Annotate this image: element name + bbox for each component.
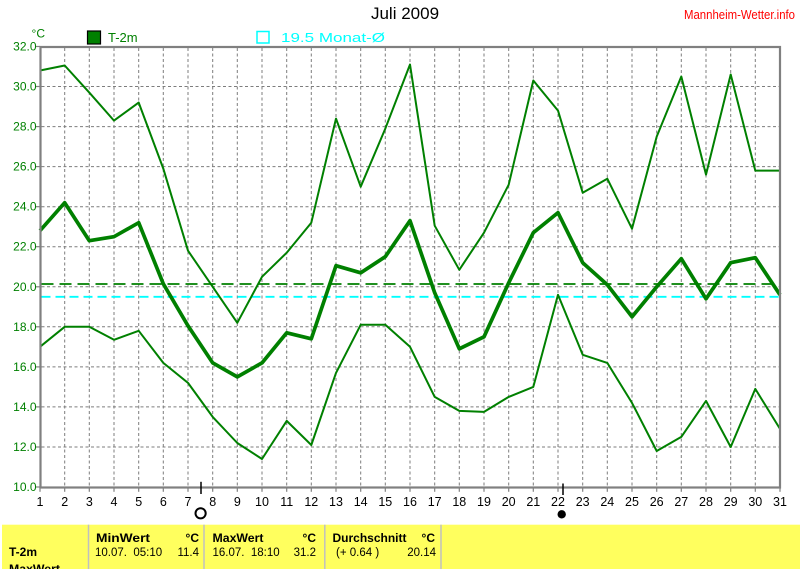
svg-text:18.0: 18.0 [13, 320, 37, 334]
svg-text:9: 9 [234, 495, 241, 509]
svg-text:23: 23 [576, 495, 590, 509]
svg-text:13: 13 [329, 495, 343, 509]
svg-text:28.0: 28.0 [13, 120, 37, 134]
svg-text:MaxWert: MaxWert [213, 531, 264, 545]
svg-text:32.0: 32.0 [13, 40, 37, 54]
svg-text:16.0: 16.0 [13, 360, 37, 374]
svg-text:4: 4 [111, 495, 118, 509]
svg-text:20.0: 20.0 [13, 280, 37, 294]
svg-text:6: 6 [160, 495, 167, 509]
svg-text:19: 19 [477, 495, 491, 509]
svg-text:°C: °C [422, 531, 436, 545]
svg-text:11.4: 11.4 [177, 547, 199, 559]
svg-text:30: 30 [748, 495, 762, 509]
svg-text:18: 18 [452, 495, 466, 509]
svg-text:°C: °C [186, 531, 200, 545]
svg-text:11: 11 [280, 495, 293, 509]
svg-text:25: 25 [625, 495, 639, 509]
svg-text:Mannheim-Wetter.info: Mannheim-Wetter.info [684, 8, 795, 22]
svg-text:(+ 0.64 ): (+ 0.64 ) [336, 547, 379, 559]
svg-text:5: 5 [135, 495, 142, 509]
svg-text:26.0: 26.0 [13, 160, 37, 174]
svg-text:10.07. 05:10: 10.07. 05:10 [95, 547, 162, 559]
svg-text:3: 3 [86, 495, 93, 509]
svg-text:T-2m: T-2m [108, 30, 138, 45]
svg-text:1: 1 [37, 495, 44, 509]
svg-text:16.07. 18:10: 16.07. 18:10 [213, 547, 280, 559]
svg-text:29: 29 [724, 495, 738, 509]
svg-text:7: 7 [185, 495, 192, 509]
svg-text:20: 20 [502, 495, 516, 509]
svg-text:Durchschnitt: Durchschnitt [333, 531, 407, 545]
svg-text:12: 12 [304, 495, 318, 509]
svg-text:10: 10 [255, 495, 269, 509]
svg-text:31: 31 [773, 495, 787, 509]
svg-text:2: 2 [61, 495, 68, 509]
svg-text:26: 26 [650, 495, 664, 509]
svg-text:27: 27 [674, 495, 688, 509]
svg-text:30.0: 30.0 [13, 80, 37, 94]
svg-text:19.5 Monat-Ø: 19.5 Monat-Ø [281, 30, 385, 45]
svg-text:Juli 2009: Juli 2009 [371, 4, 439, 23]
svg-text:15: 15 [378, 495, 392, 509]
svg-text:21: 21 [526, 495, 540, 509]
svg-text:8: 8 [209, 495, 216, 509]
svg-text:17: 17 [428, 495, 442, 509]
svg-text:22.0: 22.0 [13, 240, 37, 254]
svg-text:22: 22 [551, 495, 565, 509]
svg-text:°C: °C [303, 531, 317, 545]
svg-text:10.0: 10.0 [13, 480, 37, 494]
svg-text:31.2: 31.2 [294, 547, 316, 559]
svg-text:12.0: 12.0 [13, 440, 37, 454]
svg-text:MinWert: MinWert [96, 531, 150, 545]
svg-text:14: 14 [354, 495, 368, 509]
svg-text:T-2m: T-2m [9, 545, 37, 559]
svg-text:16: 16 [403, 495, 417, 509]
svg-text:20.14: 20.14 [407, 547, 436, 559]
svg-text:MaxWert: MaxWert [9, 562, 60, 569]
svg-text:28: 28 [699, 495, 713, 509]
svg-text:14.0: 14.0 [13, 400, 37, 414]
svg-text:24: 24 [600, 495, 614, 509]
svg-text:24.0: 24.0 [13, 200, 37, 214]
svg-text:°C: °C [32, 27, 46, 41]
